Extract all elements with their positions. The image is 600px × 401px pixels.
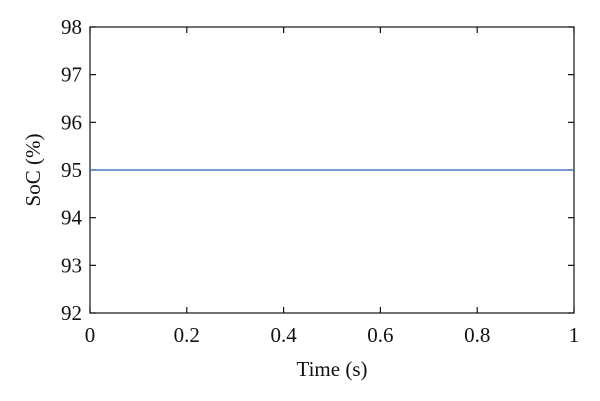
x-tick-label: 1 (569, 323, 580, 347)
y-tick-label: 98 (61, 15, 82, 39)
y-tick-label: 96 (61, 110, 82, 134)
y-tick-label: 93 (61, 253, 82, 277)
x-tick-label: 0.8 (464, 323, 490, 347)
y-tick-label: 92 (61, 301, 82, 325)
x-axis-ticks (89, 27, 575, 313)
y-axis-label: SoC (%) (21, 134, 45, 207)
y-tick-label: 94 (61, 206, 83, 230)
y-tick-label: 95 (61, 158, 82, 182)
x-tick-label: 0 (85, 323, 96, 347)
y-axis-tick-labels: 92 93 94 95 96 97 98 (61, 15, 83, 325)
x-axis-label: Time (s) (297, 357, 368, 381)
x-tick-label: 0.4 (270, 323, 297, 347)
x-tick-label: 0.2 (174, 323, 200, 347)
x-axis-tick-labels: 0 0.2 0.4 0.6 0.8 1 (85, 323, 580, 347)
y-tick-label: 97 (61, 63, 82, 87)
x-tick-label: 0.6 (367, 323, 393, 347)
